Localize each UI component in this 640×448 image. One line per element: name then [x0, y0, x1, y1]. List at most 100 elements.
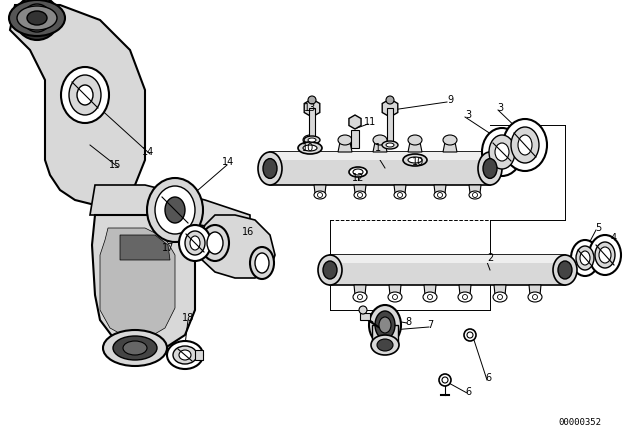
Ellipse shape — [483, 159, 497, 178]
Polygon shape — [372, 325, 398, 345]
Ellipse shape — [388, 292, 402, 302]
Ellipse shape — [599, 247, 611, 263]
Polygon shape — [459, 285, 471, 295]
Ellipse shape — [458, 292, 472, 302]
Ellipse shape — [190, 236, 200, 250]
Ellipse shape — [373, 135, 387, 145]
Text: 17: 17 — [162, 243, 174, 253]
Polygon shape — [198, 215, 275, 278]
Polygon shape — [304, 99, 320, 117]
Ellipse shape — [353, 292, 367, 302]
Text: 6: 6 — [465, 387, 471, 397]
Ellipse shape — [318, 255, 342, 285]
Ellipse shape — [298, 142, 322, 154]
Ellipse shape — [354, 191, 366, 199]
Polygon shape — [270, 152, 490, 160]
Ellipse shape — [518, 135, 532, 155]
Polygon shape — [387, 108, 393, 145]
Text: 6: 6 — [485, 373, 491, 383]
Text: 8: 8 — [405, 317, 411, 327]
Ellipse shape — [478, 152, 502, 185]
Circle shape — [15, 0, 59, 40]
Text: 15: 15 — [109, 160, 121, 170]
Ellipse shape — [386, 143, 394, 147]
Ellipse shape — [185, 231, 205, 255]
Ellipse shape — [369, 305, 401, 345]
Ellipse shape — [375, 311, 395, 339]
Polygon shape — [494, 285, 506, 295]
Ellipse shape — [155, 186, 195, 234]
Circle shape — [439, 374, 451, 386]
Circle shape — [442, 377, 448, 383]
Circle shape — [467, 332, 473, 338]
Text: 3: 3 — [465, 110, 471, 120]
Text: 10: 10 — [412, 157, 424, 167]
Text: 11: 11 — [364, 117, 376, 127]
Polygon shape — [469, 185, 481, 193]
Polygon shape — [373, 142, 387, 152]
Polygon shape — [434, 185, 446, 193]
Ellipse shape — [173, 346, 197, 364]
Text: 2: 2 — [487, 253, 493, 263]
Circle shape — [308, 96, 316, 104]
Circle shape — [386, 96, 394, 104]
Ellipse shape — [308, 138, 316, 142]
Ellipse shape — [314, 191, 326, 199]
Ellipse shape — [179, 225, 211, 261]
Ellipse shape — [580, 251, 590, 265]
Ellipse shape — [511, 127, 539, 163]
Text: 14: 14 — [222, 157, 234, 167]
Ellipse shape — [9, 0, 65, 36]
Ellipse shape — [165, 197, 185, 223]
Ellipse shape — [443, 135, 457, 145]
Text: 18: 18 — [182, 313, 194, 323]
Ellipse shape — [403, 154, 427, 166]
Ellipse shape — [371, 335, 399, 355]
Polygon shape — [389, 285, 401, 295]
Ellipse shape — [250, 247, 274, 279]
Circle shape — [358, 294, 362, 300]
Circle shape — [497, 294, 502, 300]
Ellipse shape — [576, 246, 594, 270]
Ellipse shape — [258, 152, 282, 185]
Ellipse shape — [408, 135, 422, 145]
Ellipse shape — [323, 261, 337, 279]
Polygon shape — [529, 285, 541, 295]
Polygon shape — [309, 108, 315, 140]
Ellipse shape — [167, 341, 203, 369]
Circle shape — [428, 294, 433, 300]
Ellipse shape — [207, 232, 223, 254]
Circle shape — [463, 294, 467, 300]
Ellipse shape — [503, 119, 547, 171]
Polygon shape — [100, 228, 175, 338]
Polygon shape — [330, 255, 565, 263]
Ellipse shape — [434, 191, 446, 199]
Ellipse shape — [353, 169, 363, 175]
Ellipse shape — [493, 292, 507, 302]
Circle shape — [532, 294, 538, 300]
Ellipse shape — [408, 157, 422, 163]
Ellipse shape — [201, 225, 229, 261]
Text: 7: 7 — [427, 320, 433, 330]
Polygon shape — [443, 142, 457, 152]
Ellipse shape — [495, 143, 509, 161]
Polygon shape — [120, 235, 170, 260]
Polygon shape — [330, 255, 565, 285]
Ellipse shape — [113, 336, 157, 360]
Ellipse shape — [589, 235, 621, 275]
Circle shape — [317, 193, 323, 198]
Ellipse shape — [394, 191, 406, 199]
Polygon shape — [354, 185, 366, 193]
Ellipse shape — [338, 135, 352, 145]
Polygon shape — [303, 142, 317, 152]
Circle shape — [23, 4, 51, 32]
Ellipse shape — [103, 330, 167, 366]
Ellipse shape — [27, 11, 47, 25]
Ellipse shape — [349, 167, 367, 177]
Ellipse shape — [377, 339, 393, 351]
Text: 14: 14 — [142, 147, 154, 157]
Ellipse shape — [379, 317, 391, 333]
Ellipse shape — [489, 135, 515, 169]
Ellipse shape — [147, 178, 203, 242]
Circle shape — [358, 193, 362, 198]
